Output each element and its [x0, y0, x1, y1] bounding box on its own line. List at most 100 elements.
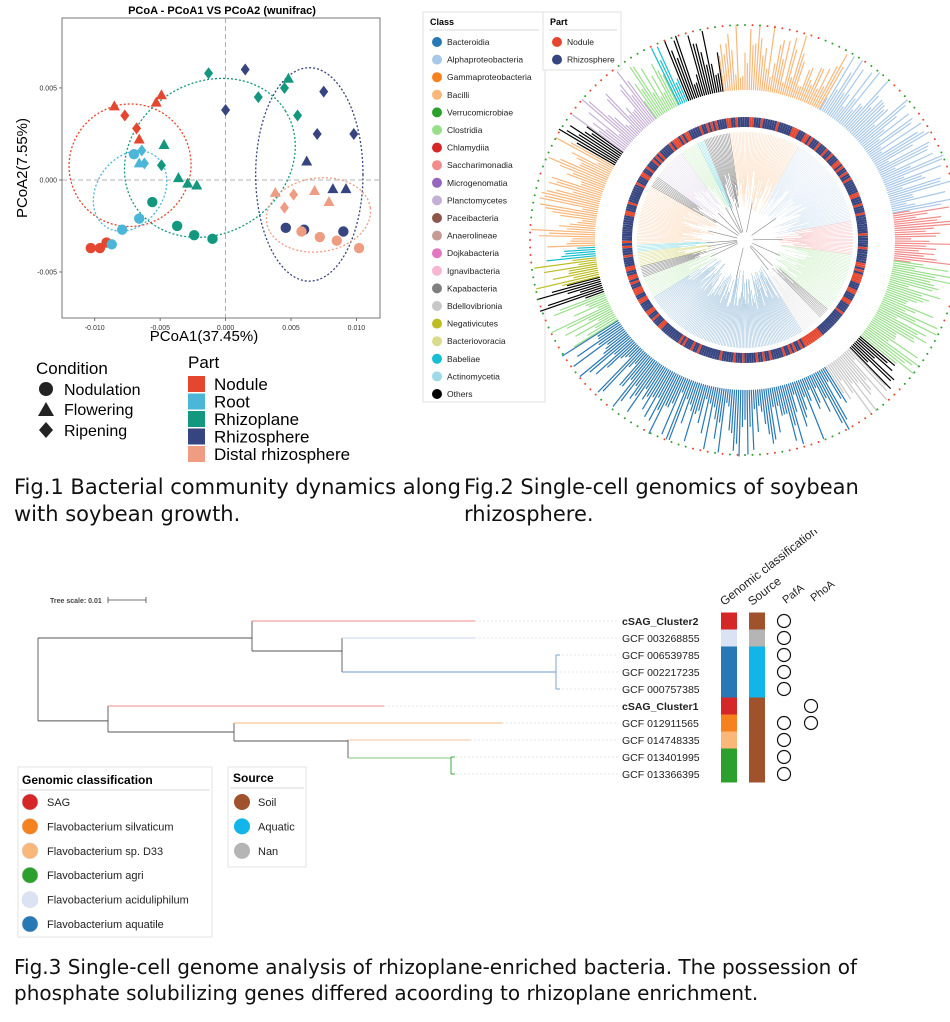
fig1-pcoa-chart: PCoA - PCoA1 VS PCoA2 (wunifrac) -0.010 -…: [14, 5, 381, 464]
outer-ring-dot: [729, 453, 732, 456]
part-ring-segment: [780, 346, 787, 357]
tree-bar: [890, 276, 939, 291]
part-ring-segment: [764, 118, 769, 130]
class-legend-dot: [432, 142, 442, 153]
tree-bar: [572, 172, 606, 187]
tree-bar: [875, 313, 927, 344]
part-ring-segment: [718, 350, 723, 361]
outer-ring-dot: [796, 30, 799, 33]
part-ring-segment: [834, 165, 845, 174]
tree-bar: [891, 202, 907, 208]
part-ring-segment: [677, 135, 686, 146]
part-ring-segment: [848, 284, 859, 291]
tree-bar: [880, 302, 938, 330]
part-ring-segment: [813, 142, 822, 152]
tree-bar: [651, 75, 672, 110]
tree-bar: [886, 288, 924, 303]
tree-bar: [670, 50, 692, 101]
tree-bar: [829, 363, 842, 381]
part-ring-segment: [842, 177, 852, 185]
tree-bar: [862, 332, 915, 375]
tree-bar: [561, 319, 619, 357]
outer-ring-dot: [544, 158, 547, 161]
part-ring-segment: [847, 286, 858, 293]
tree-bar: [572, 191, 601, 201]
tree-bar: [816, 371, 850, 430]
tree-bar: [894, 235, 936, 238]
tree-bar: [859, 104, 906, 145]
tree-bar: [748, 389, 751, 427]
tree-bar: [851, 102, 884, 135]
outer-ring-dot: [691, 30, 694, 33]
tree-bar: [588, 298, 608, 308]
tree-bar: [663, 92, 674, 109]
data-point: [279, 81, 289, 94]
part-ring-segment: [847, 187, 858, 194]
data-point: [204, 67, 214, 80]
outer-ring-dot: [824, 438, 827, 441]
part-ring-segment: [790, 342, 798, 353]
outer-ring-dot: [529, 239, 531, 241]
outer-ring-dot: [937, 144, 940, 147]
tree-bar: [650, 48, 680, 106]
tree-bar: [846, 95, 879, 131]
tree-bar: [848, 107, 872, 132]
tree-bar: [893, 257, 950, 266]
tree-bar: [781, 385, 798, 441]
part-ring-segment: [778, 122, 785, 133]
part-ring-segment: [628, 275, 639, 281]
tree-bar: [849, 346, 892, 390]
tree-bar: [573, 271, 599, 279]
tree-bar: [843, 105, 863, 128]
tree-bar: [831, 94, 850, 119]
tree-bar: [878, 308, 898, 319]
tree-bar: [580, 183, 604, 193]
part-ring-segment: [836, 305, 846, 313]
tree-bar: [803, 377, 810, 391]
part-ring-segment: [648, 162, 658, 171]
tree-bar: [716, 52, 724, 92]
tree-bar: [811, 68, 831, 106]
part-ring-segment: [659, 320, 668, 330]
outer-ring-dot: [926, 352, 929, 355]
part-ring-segment: [816, 145, 825, 155]
tree-bar: [894, 227, 934, 232]
tree-bar: [634, 362, 660, 397]
fig1-y-axis-label: PCoA2(7.55%): [14, 118, 31, 218]
outer-ring-dot: [714, 451, 717, 454]
part-ring-segment: [664, 145, 673, 155]
tree-bar: [795, 380, 808, 410]
tree-bar: [648, 372, 676, 421]
part-ring-segment: [854, 265, 865, 271]
class-legend-label: Clostridia: [447, 125, 483, 135]
class-legend-dot: [432, 283, 442, 294]
tree-bar: [571, 152, 612, 173]
part-legend-label: Rhizosphere: [567, 55, 615, 65]
part-ring-segment: [818, 324, 827, 334]
outer-ring-dot: [721, 25, 724, 28]
tree-bar: [665, 375, 681, 406]
outer-ring-dot: [758, 453, 761, 456]
part-ring-segment: [848, 282, 859, 289]
part-ring-segment: [778, 347, 784, 358]
tree-bar: [558, 128, 617, 164]
tree-bar: [864, 138, 880, 151]
tree-bar: [874, 315, 914, 340]
tree-bar: [598, 311, 614, 322]
outer-ring-dot: [940, 326, 943, 329]
part-ring-segment: [772, 349, 778, 360]
class-legend-dot: [432, 177, 442, 188]
tree-bar: [675, 82, 686, 103]
tree-bar: [565, 309, 613, 337]
data-point: [133, 133, 145, 144]
tree-bar: [880, 167, 896, 176]
outer-ring-dot: [864, 417, 867, 420]
phoa-marker: [803, 715, 819, 731]
part-ring-segment: [683, 337, 691, 348]
part-ring-segment: [685, 338, 693, 349]
fig3-source-legend-title: Source: [233, 771, 274, 785]
tree-bar: [536, 280, 601, 301]
part-ring-segment: [843, 294, 853, 301]
outer-ring-dot: [589, 89, 592, 92]
part-ring-segment: [679, 134, 687, 145]
